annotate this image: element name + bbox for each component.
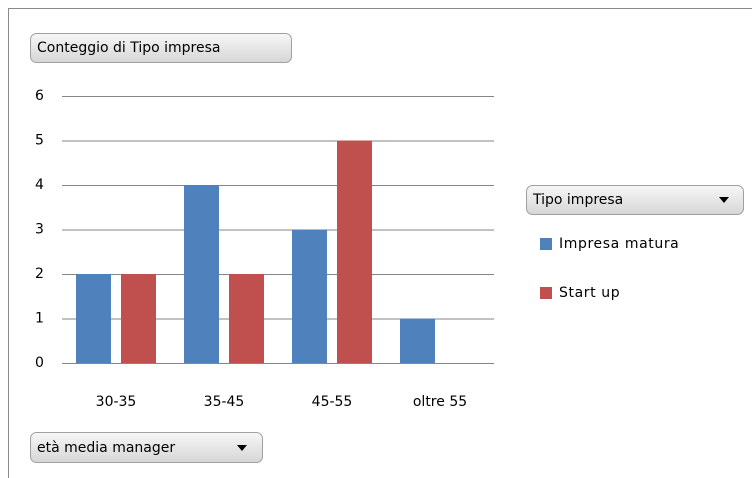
y-tick-label: 2 <box>35 266 44 282</box>
bar <box>229 274 264 363</box>
bar <box>76 274 111 363</box>
axis-field-label: età media manager <box>37 440 175 456</box>
y-tick-label: 5 <box>35 133 44 149</box>
bar <box>400 318 435 363</box>
y-tick-label: 6 <box>35 88 44 104</box>
y-tick-label: 1 <box>35 311 44 327</box>
chart-border <box>8 8 752 478</box>
dropdown-arrow <box>719 197 729 203</box>
bar <box>184 185 219 363</box>
y-tick-label: 0 <box>35 355 44 371</box>
values-field-button[interactable]: Conteggio di Tipo impresa <box>30 33 292 63</box>
dropdown-arrow <box>237 445 247 451</box>
legend-field-button[interactable]: Tipo impresa <box>526 185 744 215</box>
legend-swatch <box>540 287 552 299</box>
x-tick-label: 45-55 <box>312 394 353 410</box>
y-tick-label: 3 <box>35 222 44 238</box>
x-tick-label: 30-35 <box>96 394 137 410</box>
legend-title: Tipo impresa <box>532 192 623 208</box>
legend-label: Impresa matura <box>559 236 679 252</box>
bar <box>292 229 327 363</box>
values-field-label: Conteggio di Tipo impresa <box>37 40 220 56</box>
x-tick-label: oltre 55 <box>413 394 467 410</box>
legend-swatch <box>540 238 552 250</box>
bar <box>121 274 156 363</box>
x-tick-label: 35-45 <box>204 394 245 410</box>
y-tick-label: 4 <box>35 177 44 193</box>
bar <box>337 140 372 363</box>
legend-label: Start up <box>559 285 620 301</box>
axis-field-button[interactable]: età media manager <box>30 432 263 463</box>
